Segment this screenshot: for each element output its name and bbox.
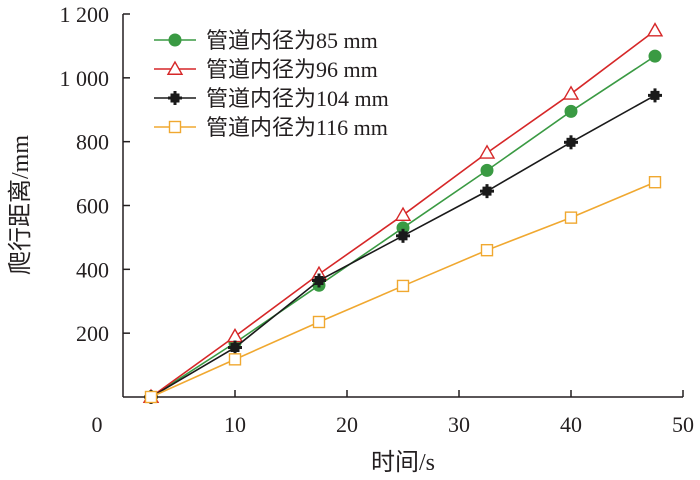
data-point	[144, 390, 158, 404]
data-point	[648, 49, 662, 63]
legend: 管道内径为85 mm 管道内径为96 mm 管道内径为104 mm 管道内径为116 …	[154, 28, 389, 140]
data-point	[396, 279, 410, 293]
data-point	[480, 163, 494, 177]
x-tick-label: 0	[92, 412, 103, 437]
x-axis-title: 时间/s	[371, 449, 435, 476]
data-point	[226, 327, 244, 343]
data-point	[562, 85, 580, 100]
legend-label: 管道内径为96 mm	[206, 57, 378, 82]
data-point	[478, 144, 496, 159]
data-point	[228, 340, 242, 355]
data-point	[648, 88, 662, 103]
legend-label: 管道内径为116 mm	[206, 115, 388, 140]
data-point	[480, 243, 494, 257]
data-point	[312, 273, 326, 288]
x-tick-label: 50	[672, 412, 694, 437]
legend-item: 管道内径为104 mm	[154, 86, 389, 111]
y-tick-label: 400	[76, 257, 109, 282]
data-point	[648, 176, 662, 189]
legend-item: 管道内径为85 mm	[154, 28, 378, 53]
data-point	[312, 315, 326, 329]
y-tick-label: 800	[76, 130, 109, 155]
legend-marker	[166, 60, 184, 75]
x-tick-label: 40	[560, 412, 582, 437]
data-point	[480, 184, 494, 199]
ticks: 0 10 20 30 40 50 200 400 600 800 1 000 1 200	[60, 2, 695, 437]
legend-marker	[168, 33, 182, 47]
series-layer	[142, 22, 664, 404]
data-point	[564, 135, 578, 150]
x-tick-label: 20	[336, 412, 358, 437]
legend-label: 管道内径为85 mm	[206, 28, 378, 53]
legend-marker	[168, 91, 182, 105]
data-point	[396, 228, 410, 243]
y-tick-label: 1 200	[60, 2, 110, 27]
y-tick-label: 200	[76, 321, 109, 346]
data-point	[564, 211, 578, 224]
legend-marker	[168, 120, 182, 134]
legend-label: 管道内径为104 mm	[206, 86, 389, 111]
y-tick-label: 600	[76, 194, 109, 219]
series-line	[150, 94, 656, 398]
data-point	[646, 22, 664, 37]
series-4	[144, 176, 662, 404]
legend-item: 管道内径为116 mm	[154, 115, 388, 140]
data-point	[228, 353, 242, 366]
data-point	[564, 104, 578, 118]
legend-item: 管道内径为96 mm	[154, 57, 378, 82]
y-axis-title: 爬行距离/mm	[7, 135, 34, 275]
data-point	[394, 206, 412, 222]
y-tick-label: 1 000	[60, 66, 110, 91]
x-tick-label: 10	[224, 412, 246, 437]
x-tick-label: 30	[448, 412, 470, 437]
